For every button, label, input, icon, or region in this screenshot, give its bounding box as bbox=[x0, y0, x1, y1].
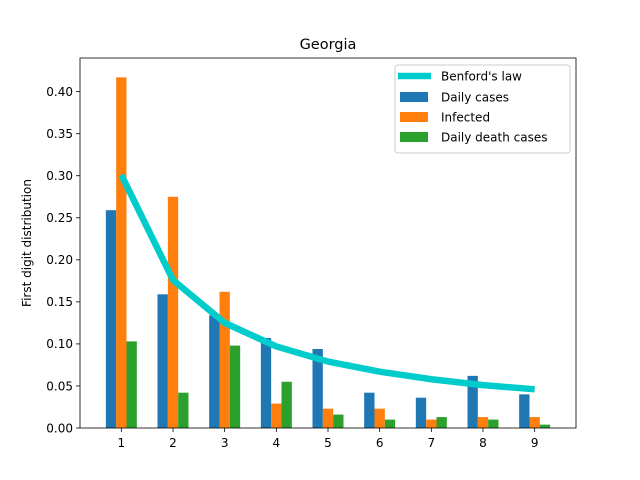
legend-swatch-infected bbox=[400, 112, 428, 122]
x-tick-label: 7 bbox=[428, 436, 436, 450]
bar-infected-5 bbox=[322, 408, 334, 428]
legend-label-daily-cases: Daily cases bbox=[441, 91, 509, 105]
benford-line-layer bbox=[118, 173, 535, 393]
bar-daily-death-cases-6 bbox=[384, 419, 396, 428]
bar-infected-4 bbox=[271, 403, 282, 428]
bar-infected-7 bbox=[426, 419, 437, 428]
x-tick-label: 1 bbox=[118, 436, 126, 450]
x-tick-label: 9 bbox=[531, 436, 539, 450]
legend: Benford's law Daily cases Infected Daily… bbox=[394, 64, 571, 154]
chart-title: Georgia bbox=[300, 37, 357, 53]
bar-infected-8 bbox=[477, 417, 489, 428]
x-tick-label: 4 bbox=[273, 436, 281, 450]
y-tick-label: 0.20 bbox=[46, 253, 73, 267]
y-tick-label: 0.35 bbox=[46, 127, 73, 141]
legend-swatch-daily-death-cases bbox=[400, 132, 428, 142]
legend-swatch-daily-cases bbox=[400, 92, 428, 102]
bar-daily-death-cases-8 bbox=[488, 419, 499, 428]
bar-daily-death-cases-7 bbox=[436, 417, 447, 428]
bar-daily-cases-6 bbox=[364, 392, 375, 428]
bar-infected-9 bbox=[529, 417, 540, 428]
bar-daily-death-cases-9 bbox=[539, 424, 551, 428]
legend-label-infected: Infected bbox=[441, 111, 490, 125]
y-tick-label: 0.25 bbox=[46, 211, 73, 225]
bar-daily-death-cases-3 bbox=[229, 345, 241, 428]
y-axis-label: First digit distribution bbox=[20, 179, 34, 307]
y-tick-label: 0.00 bbox=[46, 421, 73, 435]
x-axis-ticks: 1 2 3 4 5 6 7 8 9 bbox=[118, 428, 539, 450]
y-axis-ticks: 0.00 0.05 0.10 0.15 0.20 0.25 0.30 0.35 0.40 bbox=[46, 85, 80, 435]
benford-law-line bbox=[118, 173, 535, 393]
bar-infected-3 bbox=[219, 291, 230, 428]
bar-daily-cases-5 bbox=[312, 348, 323, 428]
bar-daily-cases-1 bbox=[105, 210, 117, 428]
x-tick-label: 2 bbox=[169, 436, 177, 450]
bar-daily-death-cases-5 bbox=[333, 414, 344, 428]
bar-daily-cases-8 bbox=[467, 375, 478, 428]
legend-label-benford-law: Benford's law bbox=[441, 70, 522, 84]
bar-daily-cases-3 bbox=[209, 315, 220, 428]
bar-daily-cases-4 bbox=[260, 338, 272, 428]
x-tick-label: 8 bbox=[479, 436, 487, 450]
y-tick-label: 0.15 bbox=[46, 295, 73, 309]
legend-box bbox=[394, 64, 571, 154]
bar-daily-cases-2 bbox=[157, 294, 168, 428]
bar-infected-2 bbox=[167, 196, 179, 428]
bar-daily-death-cases-4 bbox=[281, 381, 292, 428]
x-tick-label: 3 bbox=[221, 436, 229, 450]
x-tick-label: 5 bbox=[324, 436, 332, 450]
bar-daily-cases-9 bbox=[519, 394, 530, 428]
bar-daily-cases-7 bbox=[415, 397, 427, 428]
bar-daily-death-cases-1 bbox=[126, 341, 137, 428]
bar-daily-death-cases-2 bbox=[178, 392, 189, 428]
y-tick-label: 0.30 bbox=[46, 169, 73, 183]
bar-infected-6 bbox=[374, 408, 385, 428]
y-tick-label: 0.10 bbox=[46, 337, 73, 351]
y-tick-label: 0.40 bbox=[46, 85, 73, 99]
bar-infected-1 bbox=[116, 77, 127, 428]
bars-layer bbox=[105, 77, 551, 428]
y-tick-label: 0.05 bbox=[46, 379, 73, 393]
x-tick-label: 6 bbox=[376, 436, 384, 450]
legend-label-daily-death-cases: Daily death cases bbox=[441, 131, 548, 145]
